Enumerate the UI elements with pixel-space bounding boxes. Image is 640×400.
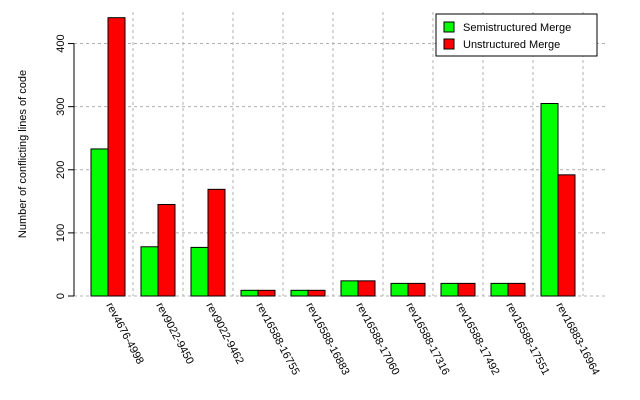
bar-unstructured <box>157 203 176 297</box>
bar-unstructured <box>407 282 426 297</box>
x-tick-label: rev4676-4998 <box>103 301 145 367</box>
y-tick-label: 400 <box>55 34 67 52</box>
legend: Semistructured Merge Unstructured Merge <box>435 13 598 57</box>
bar-unstructured <box>207 188 226 297</box>
x-tick-label: rev9022-9462 <box>203 301 245 367</box>
x-tick-label: rev16588-17551 <box>503 301 551 377</box>
bar-unstructured <box>557 174 576 297</box>
y-axis: 0 100 200 300 400 <box>55 34 75 299</box>
y-tick-label: 200 <box>55 161 67 179</box>
legend-swatch-semistructured <box>443 21 455 33</box>
bar-semistructured <box>390 282 409 297</box>
bar-unstructured <box>257 289 276 297</box>
grid <box>74 12 605 297</box>
bar-semistructured <box>140 246 159 297</box>
bar-unstructured <box>107 17 126 297</box>
bar-unstructured <box>307 289 326 297</box>
x-tick-label: rev16588-16883 <box>303 301 351 377</box>
bars <box>90 17 576 297</box>
bar-unstructured <box>357 280 376 297</box>
legend-swatch-unstructured <box>443 38 455 50</box>
bar-semistructured <box>240 289 259 297</box>
y-tick-label: 300 <box>55 97 67 115</box>
bar-semistructured <box>440 282 459 297</box>
bar-unstructured <box>457 282 476 297</box>
legend-label-unstructured: Unstructured Merge <box>463 39 560 51</box>
x-tick-label: rev16588-17060 <box>353 301 401 377</box>
legend-label-semistructured: Semistructured Merge <box>463 22 571 34</box>
bar-semistructured <box>290 289 309 297</box>
y-tick-label: 0 <box>55 293 67 299</box>
y-tick-label: 100 <box>55 224 67 242</box>
bar-semistructured <box>340 280 359 297</box>
bar-semistructured <box>540 103 559 297</box>
x-tick-label: rev16588-16755 <box>253 301 301 377</box>
x-axis-labels: rev4676-4998 rev9022-9450 rev9022-9462 rev1… <box>103 301 601 377</box>
y-axis-label: Number of conflicting lines of code <box>17 70 29 238</box>
bar-semistructured <box>490 282 509 297</box>
x-tick-label: rev16588-17316 <box>403 301 451 377</box>
legend-box <box>435 13 598 57</box>
x-tick-label: rev16588-17492 <box>453 301 501 377</box>
x-tick-label: rev9022-9450 <box>153 301 195 367</box>
bar-semistructured <box>90 148 109 297</box>
bar-semistructured <box>190 246 209 297</box>
x-tick-label: rev16883-16964 <box>553 301 601 377</box>
bar-unstructured <box>507 282 526 297</box>
